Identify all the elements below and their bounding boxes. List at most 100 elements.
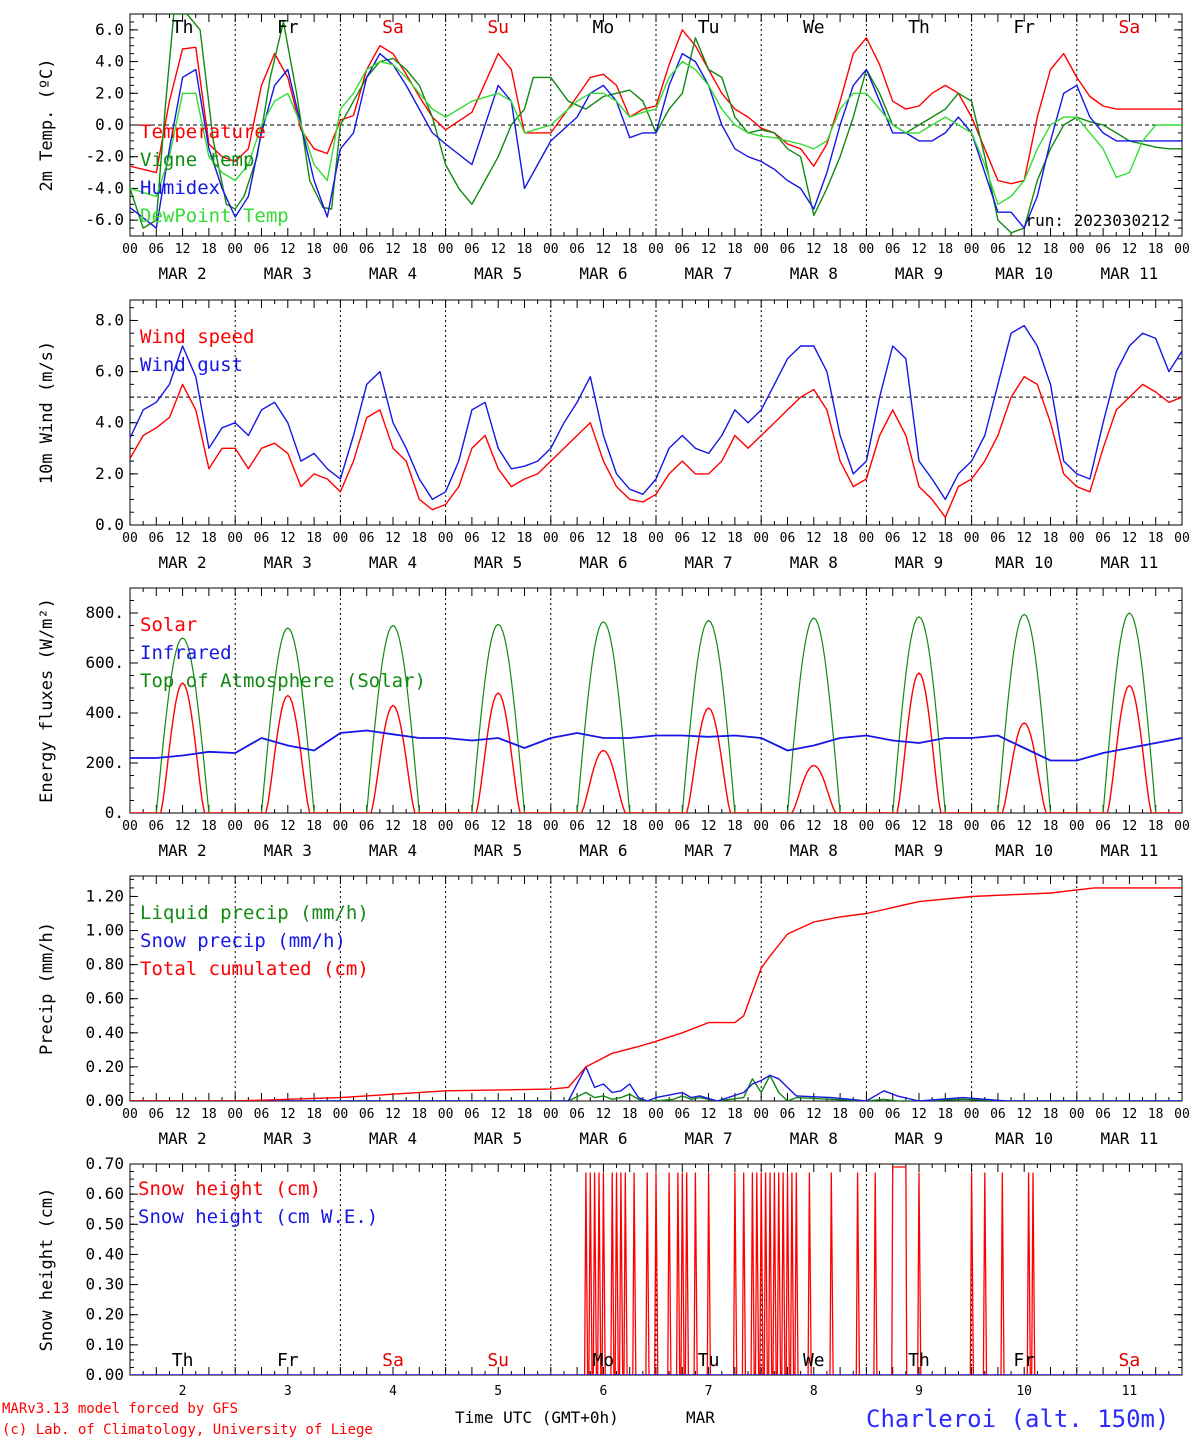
y-tick-label: 6.0	[95, 362, 124, 381]
y-tick-label: 6.0	[95, 20, 124, 39]
series-line	[130, 1066, 1182, 1101]
hour-label: 00	[1174, 819, 1190, 834]
date-label: MAR 8	[790, 1129, 838, 1148]
date-label: MAR 5	[474, 264, 522, 283]
y-tick-label: 0.70	[85, 1154, 124, 1173]
hour-label: 18	[727, 531, 743, 546]
date-label: MAR 2	[159, 264, 207, 283]
day-name-label: Fr	[1013, 17, 1035, 38]
hour-label: 12	[385, 531, 401, 546]
hour-label: 00	[122, 819, 138, 834]
date-label: MAR 8	[790, 264, 838, 283]
day-name-label: Sa	[1119, 17, 1141, 38]
hour-label: 00	[964, 819, 980, 834]
hour-label: 00	[1069, 819, 1085, 834]
hour-label: 06	[674, 819, 690, 834]
hour-label: 12	[1016, 531, 1032, 546]
hour-label: 06	[1095, 819, 1111, 834]
y-axis-label: Energy fluxes (W/m²)	[37, 598, 57, 803]
hour-label: 18	[411, 819, 427, 834]
hour-label: 12	[806, 242, 822, 257]
date-label: MAR 2	[159, 553, 207, 572]
series-group	[130, 887, 1182, 1101]
date-label: MAR 4	[369, 1129, 417, 1148]
hour-label: 06	[1095, 531, 1111, 546]
date-label: MAR 7	[685, 1129, 733, 1148]
y-tick-label: 0.20	[85, 1057, 124, 1076]
hour-label: 06	[780, 242, 796, 257]
hour-label: 00	[648, 1107, 664, 1122]
hour-label: 06	[359, 531, 375, 546]
hour-label: 06	[254, 242, 270, 257]
day-number-label: 10	[1016, 1384, 1032, 1399]
series-line	[130, 60, 1182, 206]
y-tick-label: 0.0	[95, 115, 124, 134]
hour-label: 06	[569, 531, 585, 546]
hour-label: 18	[517, 531, 533, 546]
hour-label: 06	[885, 819, 901, 834]
legend-entry: Wind gust	[140, 354, 243, 376]
y-tick-label: 600.	[85, 653, 124, 672]
hour-label: 12	[701, 1107, 717, 1122]
hour-label: 18	[1148, 1107, 1164, 1122]
hour-label: 12	[806, 531, 822, 546]
hour-label: 12	[596, 1107, 612, 1122]
legend-entry: Snow height (cm)	[138, 1178, 321, 1200]
hour-label: 06	[569, 819, 585, 834]
series-line-infrared	[130, 729, 1182, 762]
date-label: MAR 8	[790, 841, 838, 860]
panel-series	[130, 14, 1182, 1375]
date-label: MAR 10	[995, 264, 1053, 283]
day-number-label: 9	[915, 1384, 923, 1399]
day-number-label: 7	[705, 1384, 713, 1399]
hour-label: 18	[1148, 531, 1164, 546]
series-line	[130, 376, 1182, 518]
y-tick-label: 0.00	[85, 1365, 124, 1384]
date-label: MAR 11	[1101, 553, 1159, 572]
footer-model: MARv3.13 model forced by GFS	[2, 1401, 238, 1417]
hour-label: 18	[727, 1107, 743, 1122]
y-axis-label: Snow height (cm)	[37, 1188, 57, 1352]
day-number-label: 4	[389, 1384, 397, 1399]
day-name-label: We	[803, 17, 825, 38]
legend-entry: Total cumulated (cm)	[140, 958, 369, 980]
hour-label: 06	[569, 1107, 585, 1122]
x-axis-title: Time UTC (GMT+0h)	[455, 1408, 619, 1427]
legend-entry: Top of Atmosphere (Solar)	[140, 670, 426, 692]
date-label: MAR 4	[369, 264, 417, 283]
date-label: MAR 7	[685, 553, 733, 572]
y-tick-label: 1.00	[85, 921, 124, 940]
hour-label: 12	[911, 531, 927, 546]
day-name-label: Sa	[382, 1350, 404, 1371]
hour-label: 06	[254, 531, 270, 546]
hour-label: 06	[1095, 242, 1111, 257]
hour-label: 00	[122, 242, 138, 257]
y-tick-label: 200.	[85, 753, 124, 772]
hour-label: 12	[701, 531, 717, 546]
hour-label: 06	[148, 819, 164, 834]
date-label: MAR 5	[474, 553, 522, 572]
hour-label: 00	[438, 242, 454, 257]
hour-label: 18	[1043, 1107, 1059, 1122]
hour-label: 18	[306, 1107, 322, 1122]
hour-label: 18	[306, 242, 322, 257]
legend-entry: Solar	[140, 614, 197, 636]
day-number-label: 5	[494, 1384, 502, 1399]
date-label: MAR 8	[790, 553, 838, 572]
day-number-label: 11	[1122, 1384, 1138, 1399]
hour-label: 06	[885, 1107, 901, 1122]
day-name-label: We	[803, 1350, 825, 1371]
hour-label: 06	[885, 242, 901, 257]
series-line	[130, 14, 1182, 234]
hour-label: 06	[464, 531, 480, 546]
date-label: MAR 7	[685, 841, 733, 860]
hour-label: 00	[227, 242, 243, 257]
hour-label: 00	[859, 819, 875, 834]
series-line	[130, 1074, 1182, 1101]
y-tick-label: 400.	[85, 703, 124, 722]
hour-label: 00	[1174, 242, 1190, 257]
date-label: MAR 9	[895, 841, 943, 860]
y-tick-label: 0.60	[85, 1184, 124, 1203]
hour-label: 12	[280, 819, 296, 834]
hour-label: 18	[937, 1107, 953, 1122]
